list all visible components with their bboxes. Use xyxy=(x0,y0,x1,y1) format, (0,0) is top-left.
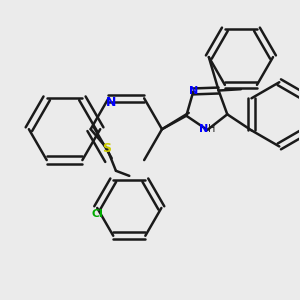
Text: N: N xyxy=(189,86,199,96)
Text: Cl: Cl xyxy=(91,209,103,219)
Text: N: N xyxy=(106,95,117,109)
Text: S: S xyxy=(103,142,112,155)
Text: H: H xyxy=(208,124,215,134)
Text: N: N xyxy=(199,124,208,134)
